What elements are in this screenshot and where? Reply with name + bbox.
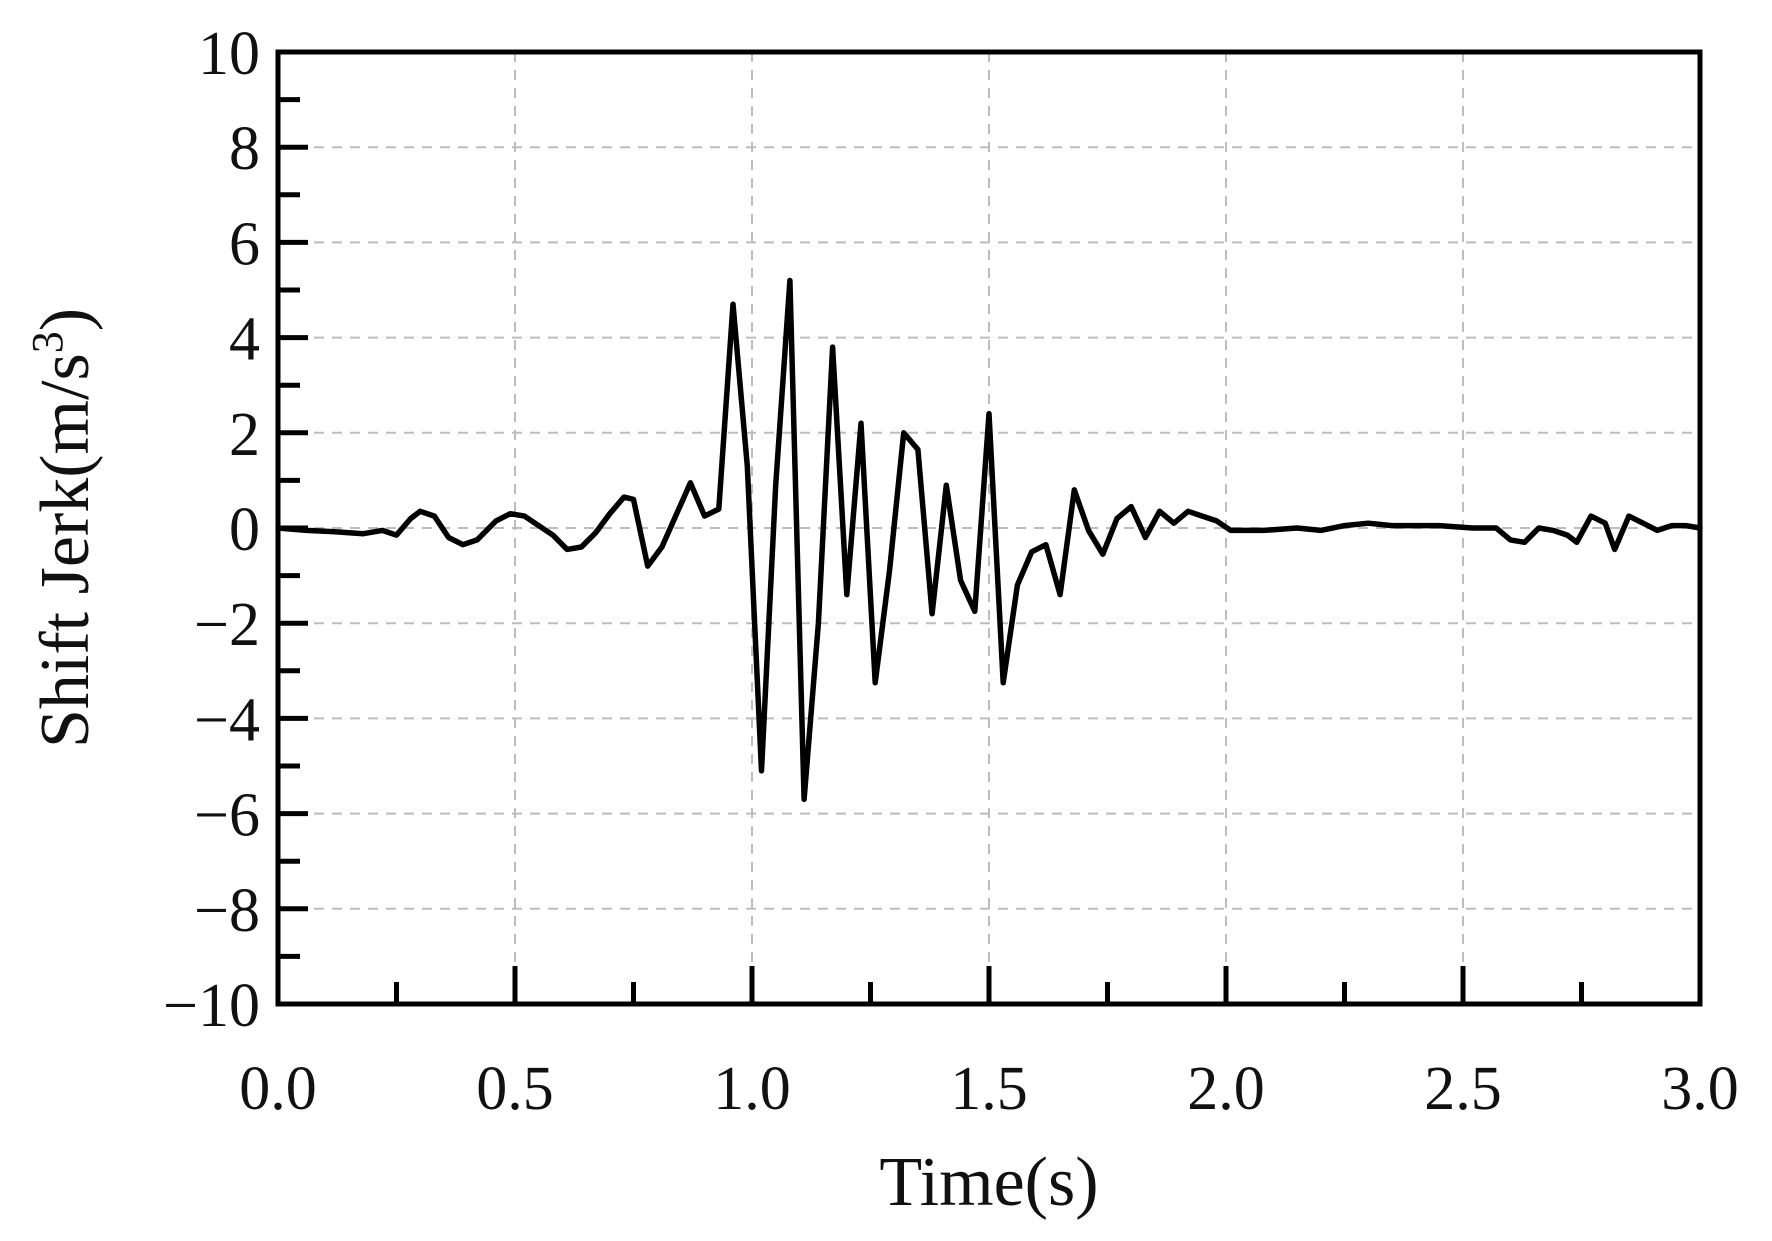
y-axis-title: Shift Jerk(m/s3)	[23, 308, 104, 748]
y-axis-title-close: )	[27, 308, 104, 331]
y-tick-label: −6	[194, 782, 260, 850]
y-tick-label: 10	[198, 20, 260, 88]
x-tick-label: 0.5	[476, 1055, 554, 1123]
y-tick-label: −8	[194, 877, 260, 945]
y-tick-label: −2	[194, 591, 260, 659]
y-tick-label: 2	[229, 401, 260, 469]
y-tick-label: −10	[163, 972, 260, 1040]
y-axis-title-superscript: 3	[23, 331, 72, 353]
shift-jerk-line	[275, 277, 1703, 803]
y-axis-title-main: Shift Jerk(m/s	[27, 353, 104, 748]
x-tick-label: 3.0	[1661, 1055, 1739, 1123]
y-tick-label: −4	[194, 686, 260, 754]
y-tick-label: 6	[229, 210, 260, 278]
x-tick-label: 2.5	[1424, 1055, 1502, 1123]
x-tick-label: 1.0	[713, 1055, 791, 1123]
x-axis-title: Time(s)	[879, 1144, 1098, 1221]
tick-labels: 0.0 0.5 1.0 1.5 2.0 2.5 3.0 10 8 6 4 2 0 −2 −4 −6 −8 −10	[163, 20, 1739, 1123]
x-tick-label: 1.5	[950, 1055, 1028, 1123]
x-tick-label: 2.0	[1187, 1055, 1265, 1123]
plot-area-frame	[275, 49, 1703, 1007]
series-layer	[275, 277, 1703, 803]
y-tick-label: 4	[229, 306, 260, 374]
y-tick-label: 0	[229, 496, 260, 564]
y-tick-label: 8	[229, 115, 260, 183]
x-tick-label: 0.0	[239, 1055, 317, 1123]
